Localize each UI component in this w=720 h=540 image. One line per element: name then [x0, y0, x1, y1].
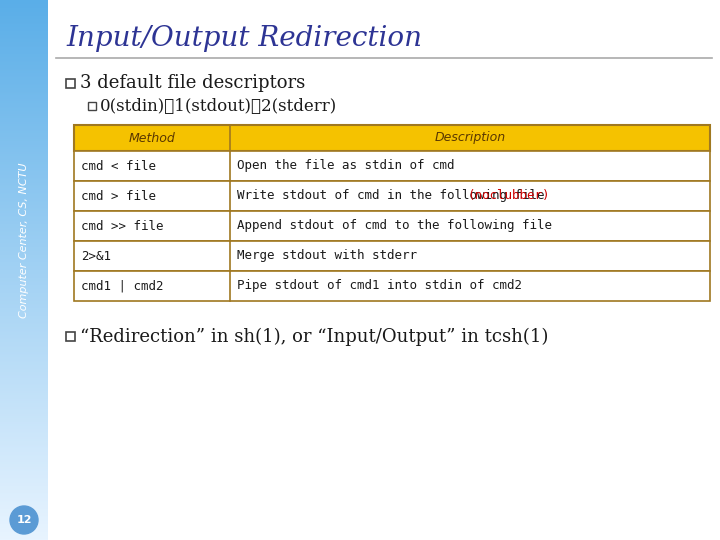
Bar	[74, 271, 710, 301]
Text: (noclubber): (noclubber)	[468, 190, 550, 202]
Bar	[74, 151, 710, 181]
Text: 12: 12	[17, 515, 32, 525]
Text: 0(stdin)、1(stdout)、2(stderr): 0(stdin)、1(stdout)、2(stderr)	[100, 98, 337, 115]
Text: Write stdout of cmd in the following file: Write stdout of cmd in the following fil…	[237, 190, 552, 202]
Bar	[66, 78, 75, 87]
Text: Input/Output Redirection: Input/Output Redirection	[66, 24, 422, 51]
Text: Method: Method	[129, 132, 175, 145]
Text: cmd > file: cmd > file	[81, 190, 156, 202]
Text: cmd >> file: cmd >> file	[81, 219, 163, 233]
Text: cmd < file: cmd < file	[81, 159, 156, 172]
Text: Merge stdout with stderr: Merge stdout with stderr	[237, 249, 417, 262]
Text: 2>&1: 2>&1	[81, 249, 111, 262]
Bar	[74, 125, 710, 151]
Bar	[88, 102, 96, 110]
Circle shape	[10, 506, 38, 534]
Bar	[74, 241, 710, 271]
Bar	[66, 332, 75, 341]
FancyBboxPatch shape	[48, 0, 720, 540]
Text: 3 default file descriptors: 3 default file descriptors	[80, 75, 305, 92]
Bar	[74, 211, 710, 241]
Text: “Redirection” in sh(1), or “Input/Output” in tcsh(1): “Redirection” in sh(1), or “Input/Output…	[80, 327, 549, 346]
Text: Open the file as stdin of cmd: Open the file as stdin of cmd	[237, 159, 454, 172]
Text: Description: Description	[434, 132, 505, 145]
Text: Append stdout of cmd to the following file: Append stdout of cmd to the following fi…	[237, 219, 552, 233]
Bar	[74, 181, 710, 211]
Text: Computer Center, CS, NCTU: Computer Center, CS, NCTU	[19, 162, 29, 318]
Text: Pipe stdout of cmd1 into stdin of cmd2: Pipe stdout of cmd1 into stdin of cmd2	[237, 280, 522, 293]
Text: cmd1 | cmd2: cmd1 | cmd2	[81, 280, 163, 293]
